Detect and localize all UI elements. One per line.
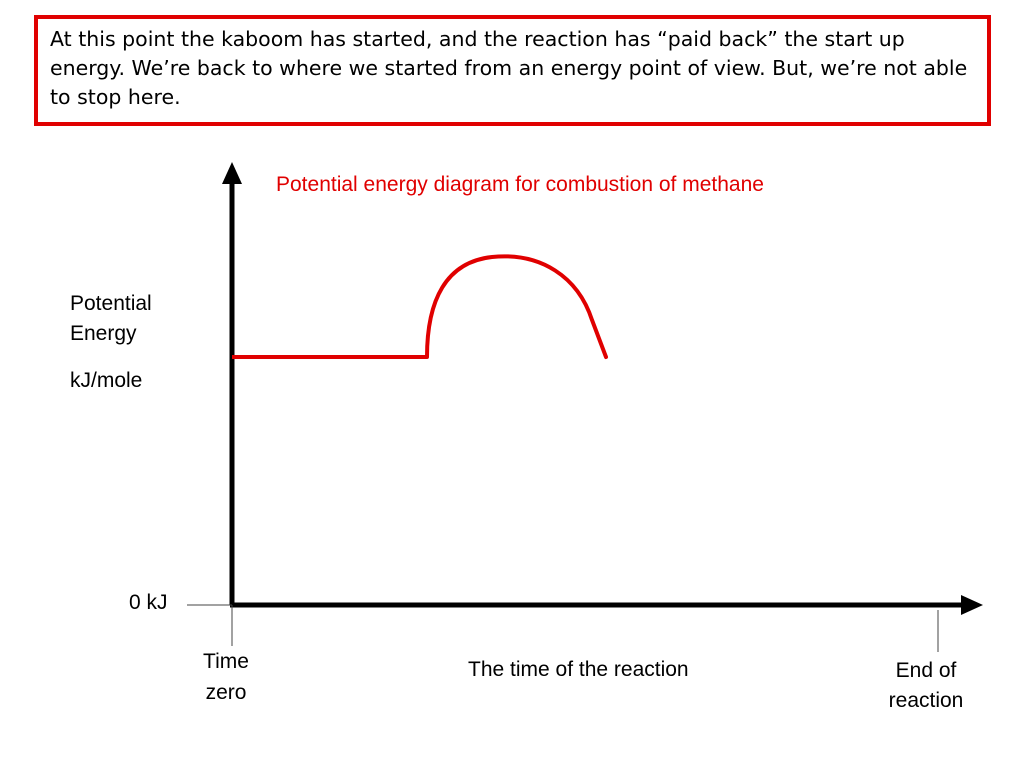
zero-kj-label: 0 kJ xyxy=(129,591,168,614)
y-axis-arrowhead xyxy=(222,162,242,184)
diagram-title: Potential energy diagram for combustion … xyxy=(276,173,764,196)
time-zero-label-line1: Time xyxy=(203,650,249,673)
end-of-reaction-label-line1: End of xyxy=(895,659,957,682)
y-axis-label-line2: Energy xyxy=(70,322,137,345)
x-axis-label: The time of the reaction xyxy=(468,658,689,681)
end-of-reaction-label-line2: reaction xyxy=(888,689,964,712)
x-axis-arrowhead xyxy=(961,595,983,615)
callout-text: At this point the kaboom has started, an… xyxy=(50,27,968,109)
energy-curve-hump xyxy=(425,254,608,359)
y-axis-label-line1: Potential xyxy=(70,292,152,315)
callout-box: At this point the kaboom has started, an… xyxy=(34,15,991,126)
y-axis-unit: kJ/mole xyxy=(70,369,143,392)
time-zero-label-line2: zero xyxy=(205,681,247,704)
